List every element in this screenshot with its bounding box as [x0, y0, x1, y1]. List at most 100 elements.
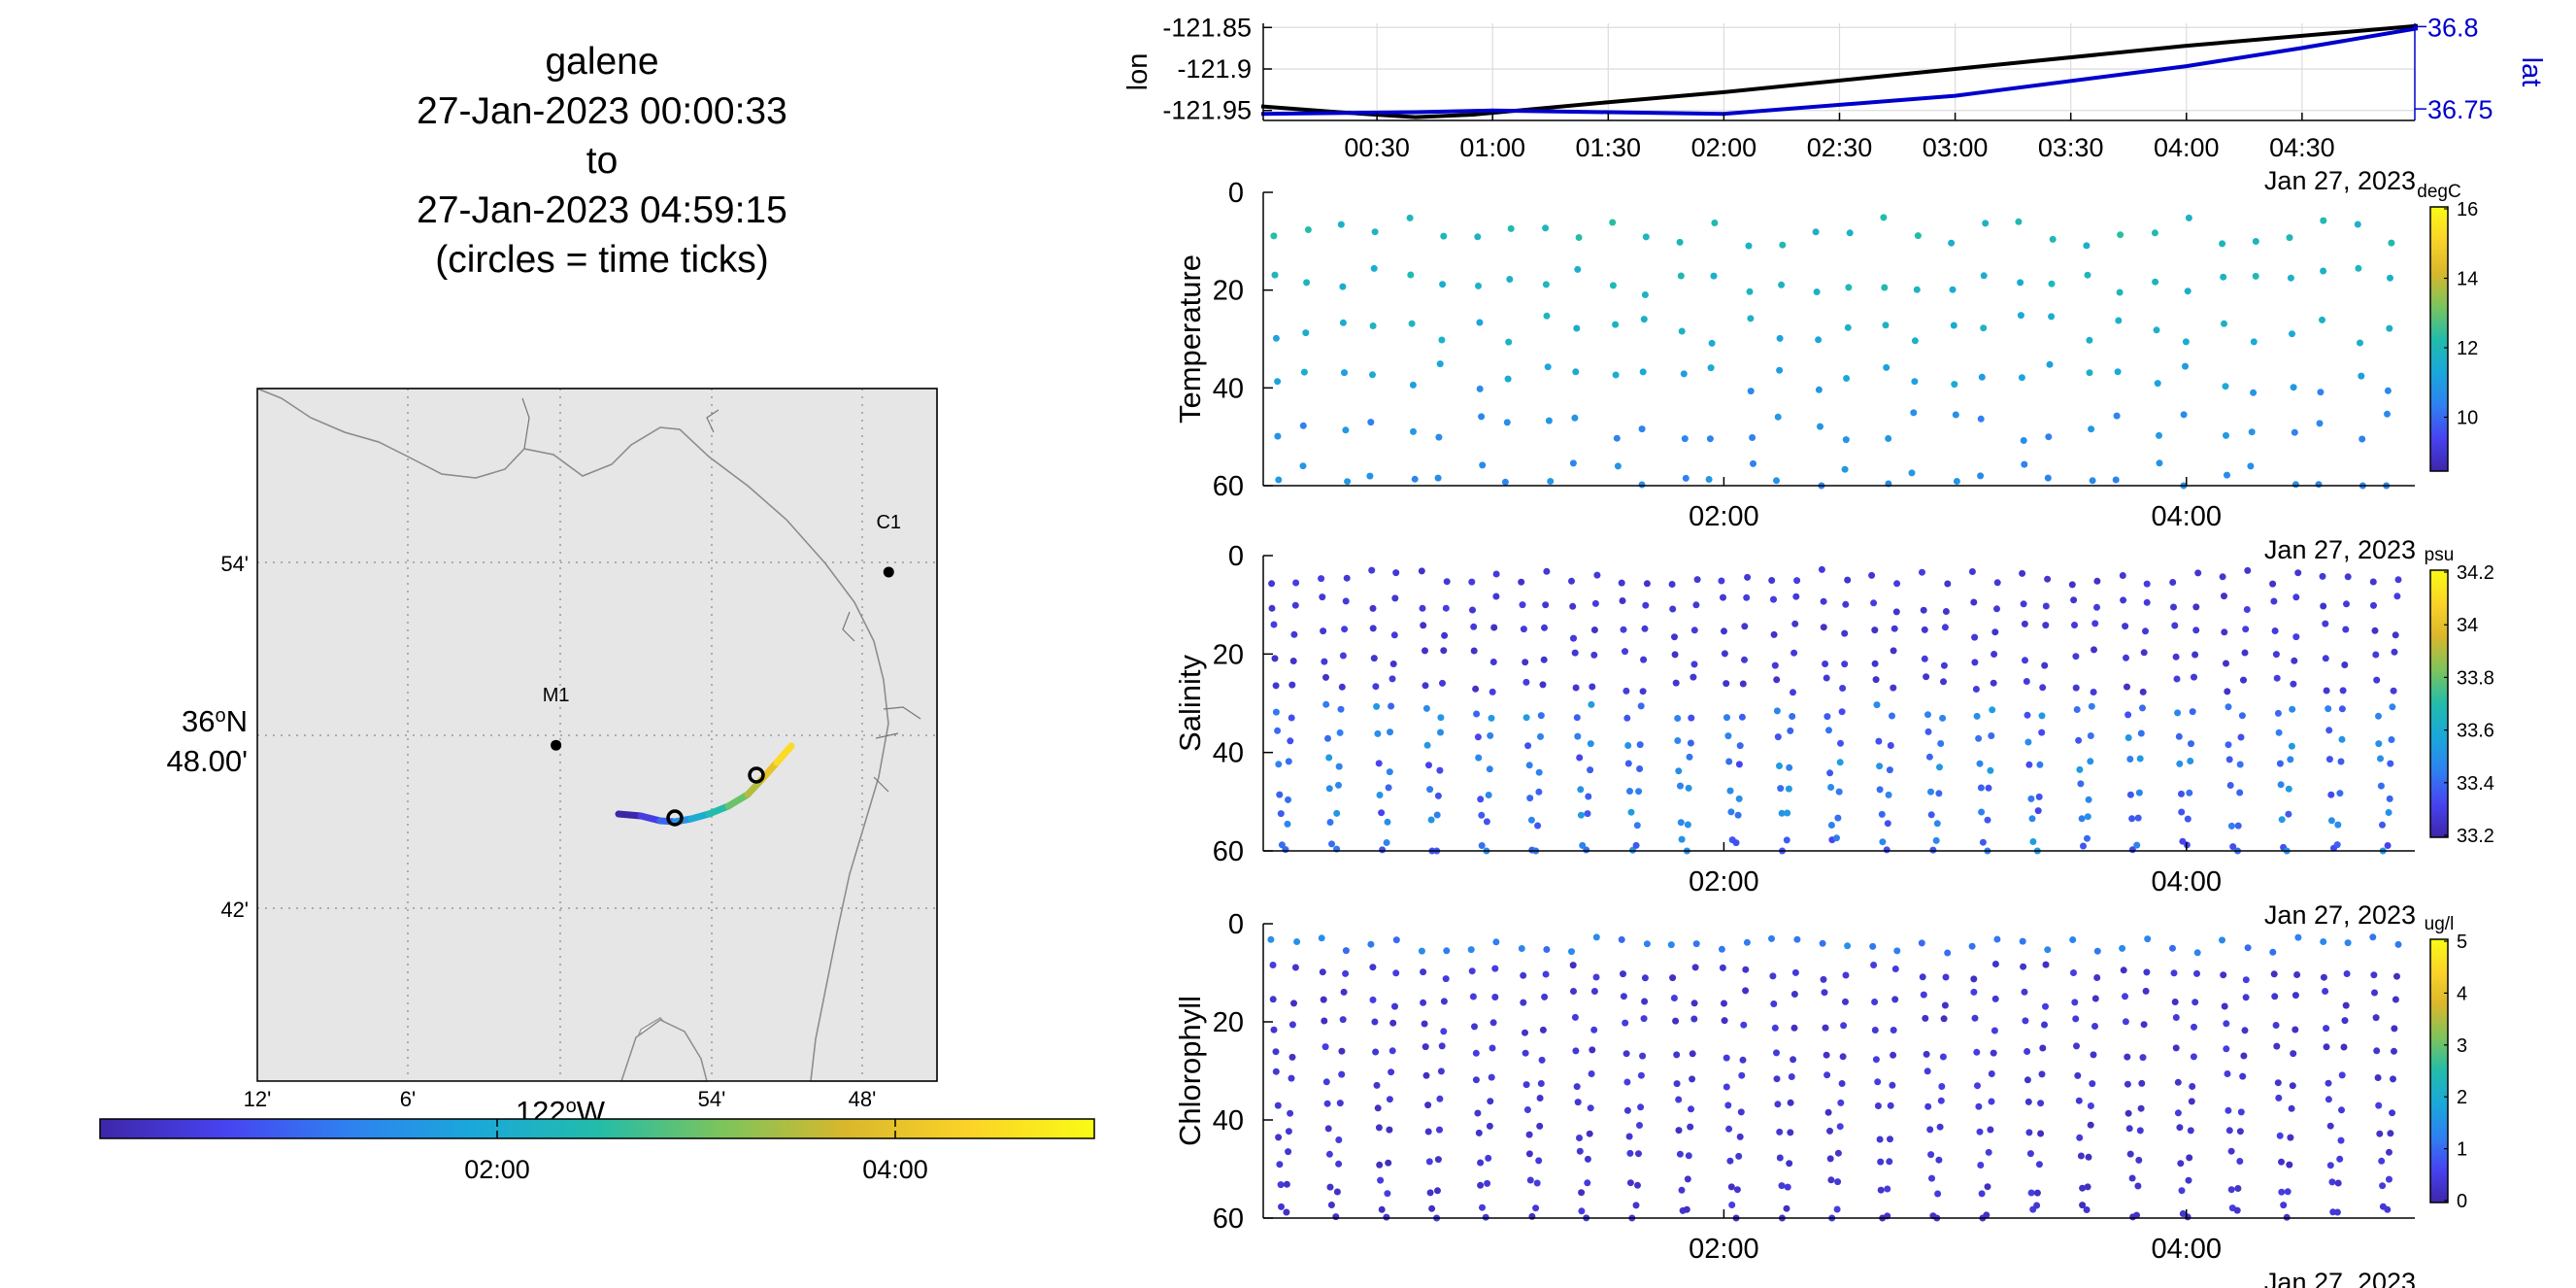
data-point [1721, 627, 1727, 635]
data-point [2224, 1070, 2231, 1077]
data-point [1674, 715, 1682, 722]
data-point [1568, 948, 1575, 956]
data-point [1690, 627, 1698, 634]
data-point [2152, 278, 2159, 286]
data-point [1490, 624, 1498, 631]
data-point [1270, 1026, 1278, 1034]
data-point [1473, 710, 1481, 718]
data-point [1950, 322, 1957, 329]
data-point [2042, 1002, 2049, 1010]
data-point [2028, 815, 2036, 823]
data-point [2273, 674, 2281, 682]
data-point [2294, 569, 2302, 577]
data-point [2042, 622, 2050, 629]
data-point [2326, 1122, 2334, 1130]
data-point [2151, 229, 2158, 237]
data-point [1276, 1161, 1284, 1169]
data-point [2270, 597, 2278, 605]
data-point [1477, 1159, 1485, 1167]
data-point [2319, 572, 2326, 580]
data-point [2071, 622, 2078, 628]
data-point [1673, 1080, 1681, 1088]
data-point [1924, 1068, 1931, 1075]
data-point [2174, 709, 2182, 717]
data-point [1724, 1102, 1732, 1109]
data-point [1686, 753, 1693, 761]
data-point [2029, 838, 2037, 845]
data-point [1506, 276, 1514, 283]
data-point [2325, 1079, 2332, 1087]
data-point [1584, 1155, 1591, 1163]
data-point [2020, 963, 2027, 970]
data-point [2191, 651, 2199, 659]
data-point [2278, 1188, 2286, 1196]
x-tick-label: 02:00 [1691, 133, 1757, 162]
data-point [1733, 1186, 1741, 1194]
data-point [2017, 312, 2024, 320]
data-point [2140, 649, 2148, 657]
data-point [2285, 785, 2292, 793]
y-tick-label: 0 [1228, 541, 1244, 572]
data-point [1434, 1187, 1441, 1195]
data-point [1939, 1053, 1947, 1061]
data-point [1675, 767, 1683, 775]
data-point [1374, 729, 1382, 737]
colorbar-unit-label: psu [2425, 545, 2455, 565]
data-point [2084, 271, 2091, 279]
data-point [2240, 1052, 2248, 1060]
data-point [1613, 434, 1621, 442]
data-point [1573, 1083, 1581, 1091]
data-point [2270, 970, 2278, 978]
lat-tick-label: 54' [220, 552, 249, 576]
data-point [1735, 1152, 1743, 1160]
data-point [1478, 413, 1486, 421]
data-point [2338, 705, 2346, 713]
data-point [1626, 1149, 1634, 1157]
data-point [2223, 1045, 2230, 1053]
data-point [1537, 712, 1545, 720]
colorbar-tick-label: 10 [2457, 408, 2478, 429]
data-point [2391, 648, 2398, 656]
data-point [2275, 1094, 2283, 1102]
lat-minutes-label: 48.00' [167, 744, 249, 778]
data-point [2133, 841, 2141, 849]
data-point [1575, 234, 1583, 241]
data-point [2015, 218, 2023, 225]
data-point [1542, 970, 1550, 978]
data-point [1844, 323, 1852, 331]
data-point [2389, 1109, 2396, 1117]
lon-tick-label: 48' [849, 1087, 877, 1111]
data-point [1684, 1175, 1691, 1183]
data-point [1623, 1050, 1630, 1058]
data-point [2038, 1070, 2046, 1078]
data-point [1785, 785, 1792, 793]
data-point [1891, 996, 1899, 1003]
data-point [2292, 481, 2299, 489]
data-point [1420, 968, 1427, 976]
colorbar-tick-label: 02:00 [464, 1155, 530, 1184]
data-point [1576, 1135, 1583, 1141]
data-point [1471, 1023, 1478, 1031]
data-point [2022, 657, 2028, 664]
data-point [1822, 1024, 1829, 1032]
data-point [1637, 1103, 1645, 1111]
data-point [1890, 1027, 1897, 1034]
data-point [1520, 626, 1527, 633]
data-point [1783, 1204, 1790, 1212]
data-point [1937, 1097, 1945, 1104]
data-point [2126, 756, 2134, 763]
data-point [2225, 703, 2232, 711]
data-point [1337, 705, 1345, 713]
data-point [2322, 655, 2329, 662]
data-point [1332, 1213, 1340, 1221]
data-point [2169, 579, 2177, 586]
data-point [1442, 975, 1450, 983]
data-point [1887, 1102, 1894, 1109]
data-point [2072, 1015, 2080, 1023]
data-point [2133, 1211, 2140, 1219]
data-point [2044, 474, 2052, 482]
data-point [1674, 737, 1682, 744]
data-point [1671, 633, 1678, 641]
data-point [2387, 274, 2393, 282]
data-point [1787, 1099, 1794, 1106]
